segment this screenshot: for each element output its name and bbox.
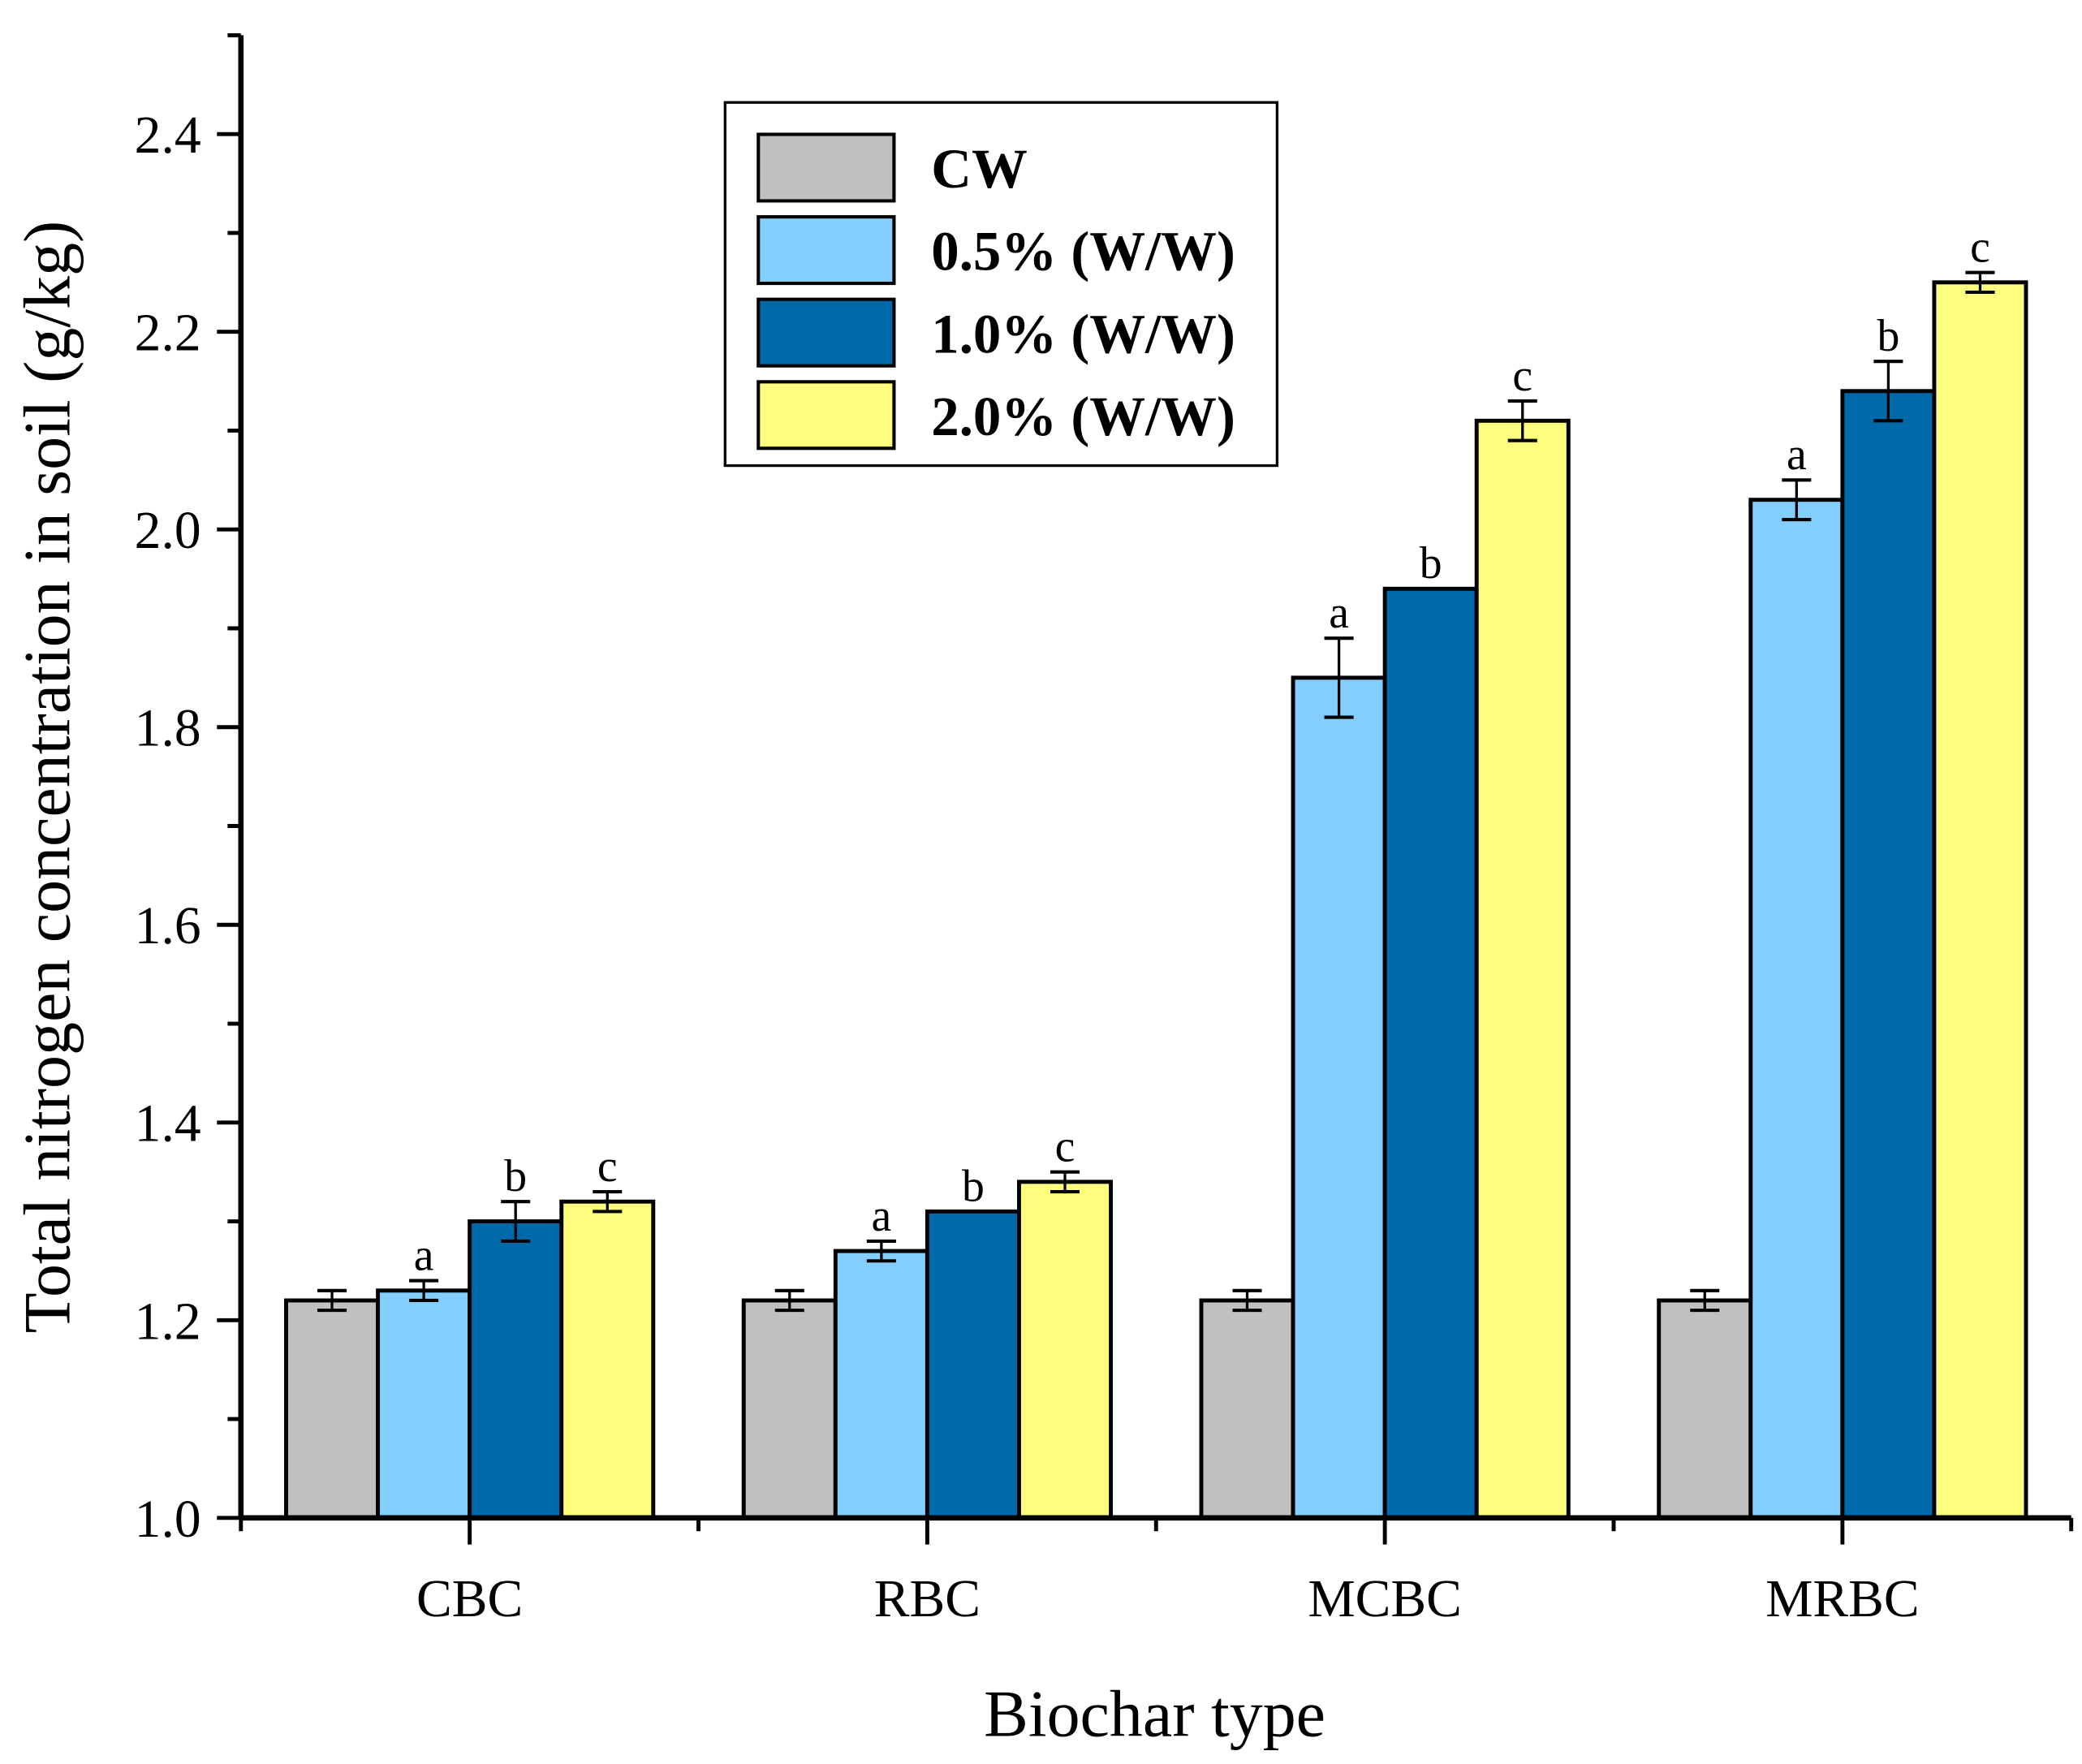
y-tick-label: 1.4: [135, 1095, 201, 1154]
significance-label: c: [597, 1141, 618, 1192]
bar-RBC-0: [741, 1298, 838, 1520]
legend-swatch: [757, 132, 896, 203]
y-tick-label: 1.8: [135, 700, 201, 758]
bars-layer: a b c a b c a b c a b c: [284, 222, 2028, 1520]
significance-label: b: [504, 1151, 527, 1201]
legend-swatch: [757, 297, 896, 368]
bar-CBC-3: [559, 1199, 656, 1520]
bar-CBC-0: [284, 1298, 381, 1520]
legend-swatch: [757, 215, 896, 286]
y-tick-label: 2.2: [135, 304, 201, 363]
x-tick-label: RBC: [874, 1570, 981, 1628]
significance-label: a: [1329, 588, 1349, 638]
significance-label: a: [414, 1230, 434, 1280]
significance-label: c: [1512, 351, 1532, 401]
bar-MCBC-0: [1199, 1298, 1295, 1520]
x-tick-label: MRBC: [1765, 1570, 1919, 1628]
legend-label: 1.0% (W/W): [931, 303, 1235, 364]
axes-layer: CBC RBC MCBC MRBC 1.0 1.2 1.4 1.6 1.8 2.0 2.2 2.4: [135, 32, 2074, 1628]
bar-MRBC-2: [1840, 389, 1937, 1520]
x-tick-label: MCBC: [1308, 1570, 1461, 1628]
x-tick-label: CBC: [416, 1570, 523, 1628]
bar-MCBC-2: [1382, 586, 1479, 1520]
significance-label: b: [1877, 311, 1899, 361]
significance-label: c: [1970, 222, 1990, 273]
x-axis-label: Biochar type: [984, 1677, 1325, 1751]
bar-MCBC-3: [1474, 418, 1571, 1520]
y-tick-label: 1.0: [135, 1490, 201, 1549]
bar-CBC-1: [376, 1288, 472, 1520]
y-tick-label: 2.4: [135, 106, 201, 165]
y-tick-label: 1.6: [135, 897, 201, 955]
bar-MRBC-1: [1748, 498, 1845, 1520]
significance-label: c: [1055, 1122, 1075, 1172]
legend-label: CW: [931, 138, 1028, 200]
y-axis-label: Total nitrogen concentration in soil (g/…: [10, 221, 84, 1334]
significance-label: b: [962, 1161, 985, 1211]
bar-MRBC-3: [1932, 280, 2028, 1520]
bar-CBC-2: [468, 1219, 564, 1520]
bar-RBC-2: [925, 1209, 1021, 1520]
bar-MCBC-1: [1291, 675, 1387, 1520]
legend: CW 0.5% (W/W) 1.0% (W/W) 2.0% (W/W): [723, 101, 1279, 468]
bar-RBC-3: [1017, 1180, 1113, 1520]
significance-label: b: [1420, 538, 1442, 589]
legend-label: 0.5% (W/W): [931, 221, 1235, 282]
bar-MRBC-0: [1657, 1298, 1753, 1520]
legend-label: 2.0% (W/W): [931, 386, 1235, 447]
significance-label: a: [871, 1191, 891, 1241]
legend-swatch: [757, 380, 896, 451]
y-tick-label: 1.2: [135, 1292, 201, 1351]
y-tick-label: 2.0: [135, 502, 201, 560]
significance-label: a: [1787, 429, 1807, 480]
bar-RBC-1: [833, 1249, 929, 1520]
